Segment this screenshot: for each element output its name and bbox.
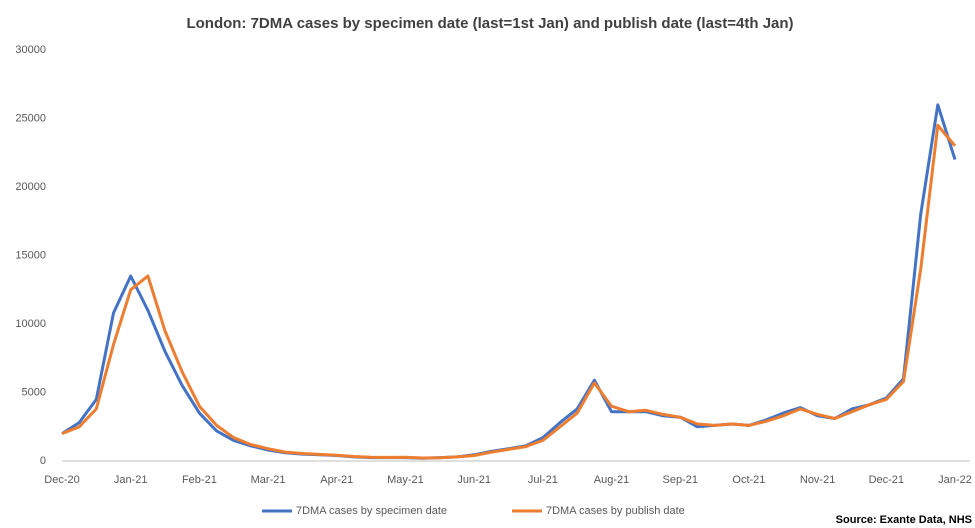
y-tick-label: 25000 xyxy=(15,112,46,124)
x-tick-label: Nov-21 xyxy=(800,474,835,486)
chart-title: London: 7DMA cases by specimen date (las… xyxy=(186,15,793,32)
y-tick-label: 30000 xyxy=(15,44,46,56)
y-tick-label: 15000 xyxy=(15,249,46,261)
x-tick-label: Dec-20 xyxy=(44,474,79,486)
y-tick-label: 10000 xyxy=(15,318,46,330)
y-tick-label: 20000 xyxy=(15,181,46,193)
series-line xyxy=(61,103,957,460)
x-tick-label: Aug-21 xyxy=(594,474,629,486)
legend-label: 7DMA cases by publish date xyxy=(546,505,685,517)
x-tick-label: Jan-21 xyxy=(114,474,148,486)
series-line xyxy=(61,123,957,460)
x-tick-label: Jan-22 xyxy=(938,474,972,486)
source: Source: Exante Data, NHS xyxy=(836,514,972,526)
y-tick-label: 5000 xyxy=(22,386,46,398)
y-tick-label: 0 xyxy=(40,455,46,467)
x-tick-label: May-21 xyxy=(387,474,424,486)
x-tick-label: Oct-21 xyxy=(732,474,765,486)
x-tick-label: Mar-21 xyxy=(251,474,286,486)
x-tick-label: Dec-21 xyxy=(869,474,904,486)
x-tick-label: Jul-21 xyxy=(528,474,558,486)
x-tick-label: Apr-21 xyxy=(320,474,353,486)
x-tick-label: Feb-21 xyxy=(182,474,217,486)
legend-label: 7DMA cases by specimen date xyxy=(296,505,447,517)
x-tick-label: Jun-21 xyxy=(457,474,491,486)
x-tick-label: Sep-21 xyxy=(662,474,697,486)
